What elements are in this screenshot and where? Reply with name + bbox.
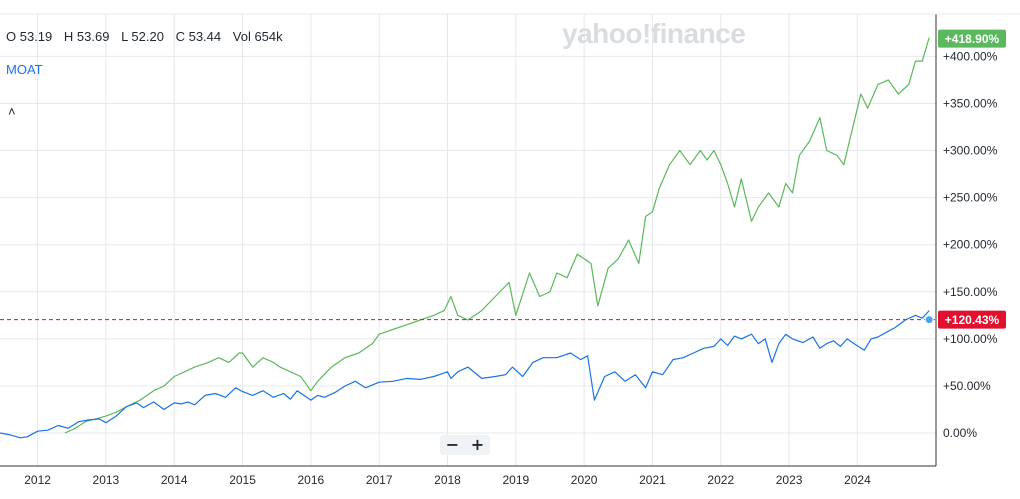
x-tick-label: 2022 — [707, 473, 734, 487]
x-tick-label: 2017 — [366, 473, 393, 487]
zoom-in-button[interactable]: + — [467, 436, 488, 454]
y-tick-label: +150.00% — [943, 285, 998, 299]
x-tick-label: 2019 — [502, 473, 529, 487]
x-tick-label: 2016 — [298, 473, 325, 487]
ohlc-readout: O 53.19 H 53.69 L 52.20 C 53.44 Vol 654k — [6, 29, 291, 44]
series-line-comparison[interactable] — [64, 37, 930, 434]
chevron-up-icon[interactable]: ˄ — [8, 104, 16, 119]
yahoo-finance-watermark: yahoo!finance — [562, 18, 746, 49]
x-tick-label: 2014 — [161, 473, 188, 487]
y-tick-label: 0.00% — [943, 426, 977, 440]
x-tick-label: 2013 — [93, 473, 120, 487]
open-value: O 53.19 — [6, 29, 53, 44]
x-tick-label: 2021 — [639, 473, 666, 487]
x-tick-label: 2015 — [229, 473, 256, 487]
zoom-out-button[interactable]: − — [442, 436, 463, 454]
last-value-label-moat: +120.43% — [945, 313, 1000, 327]
close-value: C 53.44 — [175, 29, 222, 44]
last-value-badge-moat — [938, 310, 1006, 329]
high-value: H 53.69 — [63, 29, 110, 44]
x-tick-label: 2012 — [24, 473, 51, 487]
last-value-label-comparison: +418.90% — [945, 32, 1000, 46]
y-tick-label: +300.00% — [943, 144, 998, 158]
y-tick-label: +350.00% — [943, 96, 998, 110]
x-tick-label: 2020 — [571, 473, 598, 487]
current-value-dot — [924, 315, 934, 325]
last-value-badge-comparison — [938, 29, 1006, 48]
x-tick-label: 2024 — [844, 473, 871, 487]
y-tick-label: +400.00% — [943, 49, 998, 63]
x-tick-label: 2018 — [434, 473, 461, 487]
zoom-controls: − + — [440, 435, 490, 455]
y-tick-label: +50.00% — [943, 379, 991, 393]
y-tick-label: +100.00% — [943, 332, 998, 346]
series-line-moat[interactable] — [0, 310, 930, 439]
volume-value: Vol 654k — [232, 29, 283, 44]
x-tick-label: 2023 — [776, 473, 803, 487]
y-tick-label: +200.00% — [943, 238, 998, 252]
symbol-legend[interactable]: MOAT — [6, 62, 43, 77]
low-value: L 52.20 — [121, 29, 164, 44]
y-tick-label: +250.00% — [943, 191, 998, 205]
